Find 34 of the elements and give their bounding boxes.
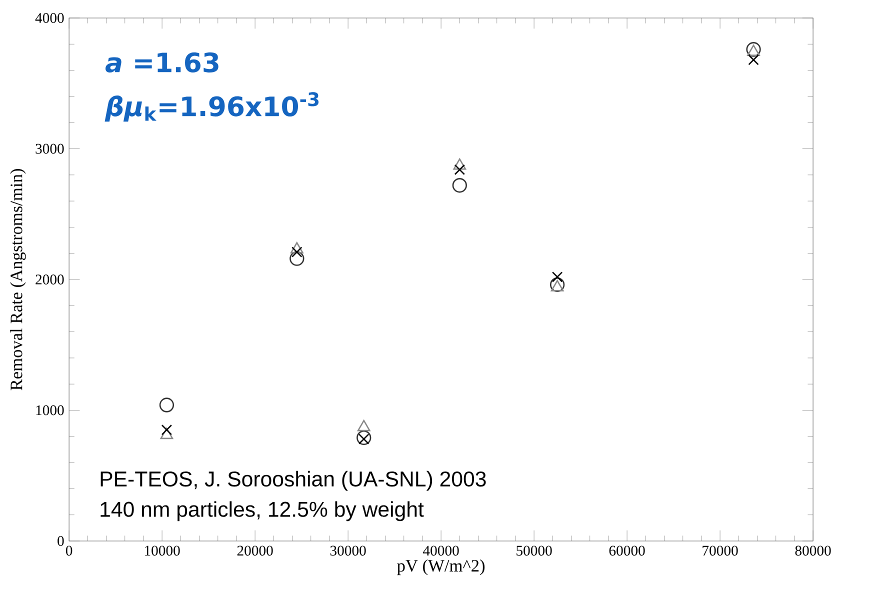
x-tick-label: 20000 [237, 546, 273, 556]
point [290, 242, 304, 254]
point [454, 164, 466, 176]
x-tick-label: 70000 [702, 546, 738, 556]
y-tick-label: 2000 [36, 274, 64, 284]
x-tick-label: 50000 [516, 546, 552, 556]
x-tick-label: 40000 [423, 546, 459, 556]
x-tick-label: 10000 [145, 546, 180, 556]
point [356, 430, 372, 446]
point [159, 398, 174, 412]
x-tick-label: 80000 [795, 546, 831, 556]
point [550, 277, 565, 292]
y-tick-label: 4000 [35, 13, 64, 23]
x-tick-label: 60000 [609, 546, 645, 556]
point [290, 251, 304, 266]
x-tick-label: 30000 [330, 546, 366, 556]
y-tick-label: 1000 [36, 405, 64, 416]
annotation: PE-TEOS, J. Sorooshian (UA-SNL) 2003 [100, 470, 486, 491]
point [160, 428, 174, 440]
point [550, 280, 564, 292]
point [292, 246, 302, 258]
annotation: a =1.63 [106, 52, 218, 73]
point [452, 178, 467, 193]
y-axis-title: Removal Rate (Angstroms/min) [10, 169, 26, 390]
x-axis-title: pV (W/m^2) [397, 559, 485, 576]
annotation: βμ$_{k}$=1.96x10$^{-3}$ [104, 92, 319, 122]
annotation: 140 nm particles, 12.5% by weight [100, 501, 424, 522]
point [161, 424, 172, 436]
point [748, 54, 759, 66]
x-tick-label: 0 [66, 546, 72, 556]
point [357, 420, 370, 432]
y-tick-label: 0 [58, 536, 64, 546]
point [552, 271, 563, 282]
y-tick-label: 3000 [36, 144, 64, 154]
